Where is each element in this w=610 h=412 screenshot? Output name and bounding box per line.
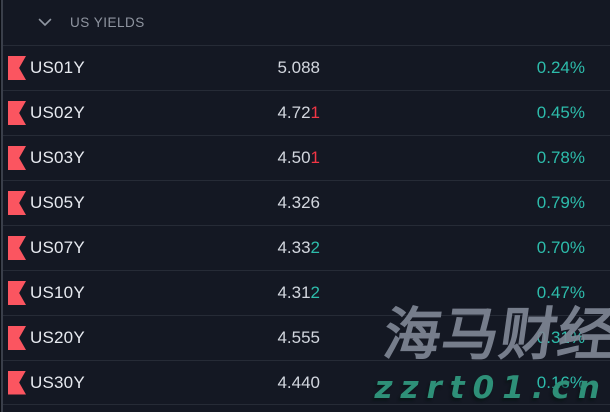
table-row-us05y[interactable]: US05Y 4.326 0.79%	[0, 180, 610, 225]
value-main: 4.555	[277, 328, 320, 347]
flag-icon[interactable]	[8, 370, 26, 395]
symbol-label: US20Y	[30, 328, 85, 347]
yield-value: 4.721	[277, 103, 320, 123]
yield-value: 4.440	[277, 373, 320, 393]
symbol-label: US10Y	[30, 283, 85, 302]
change-percent: 0.78%	[536, 148, 585, 167]
yield-value: 5.088	[277, 58, 320, 78]
value-main: 4.31	[277, 283, 311, 302]
table-row-us30y[interactable]: US30Y 4.440 0.16%	[0, 360, 610, 405]
yield-value: 4.312	[277, 283, 320, 303]
table-row-us07y[interactable]: US07Y 4.332 0.70%	[0, 225, 610, 270]
flag-icon[interactable]	[8, 56, 26, 80]
symbol-label: US03Y	[30, 148, 85, 167]
value-accent-digit: 1	[310, 148, 320, 167]
symbol-label: US05Y	[30, 193, 85, 212]
value-main: 4.440	[277, 372, 320, 392]
change-percent: 0.45%	[536, 103, 585, 122]
table-row-us03y[interactable]: US03Y 4.501 0.78%	[0, 135, 610, 180]
chevron-down-icon[interactable]	[38, 16, 52, 30]
watermark-chinese-text: 海马财经	[379, 302, 610, 368]
watchlist-section-header[interactable]: US YIELDS	[0, 0, 610, 45]
flag-icon[interactable]	[8, 191, 26, 215]
symbol-label: US30Y	[30, 372, 85, 392]
table-row-us01y[interactable]: US01Y 5.088 0.24%	[0, 45, 610, 90]
value-accent-digit: 1	[310, 103, 320, 122]
change-percent: 0.31%	[536, 328, 585, 347]
symbol-label: US01Y	[30, 58, 85, 77]
flag-icon[interactable]	[8, 146, 26, 170]
section-title: US YIELDS	[70, 15, 145, 30]
symbol-label: US07Y	[30, 238, 85, 257]
symbol-label: US02Y	[30, 103, 85, 122]
flag-icon[interactable]	[8, 236, 26, 260]
change-percent: 0.24%	[536, 58, 585, 77]
value-main: 4.72	[277, 103, 311, 122]
change-percent: 0.79%	[536, 193, 585, 212]
value-accent-digit: 2	[310, 283, 320, 302]
value-main: 4.326	[277, 193, 320, 212]
change-percent: 0.16%	[536, 372, 585, 392]
panel-resize-handle[interactable]	[1, 0, 3, 412]
change-percent: 0.70%	[536, 238, 585, 257]
change-percent: 0.47%	[536, 283, 585, 302]
flag-icon[interactable]	[8, 326, 26, 350]
value-main: 4.50	[277, 148, 311, 167]
yield-value: 4.326	[277, 193, 320, 213]
watermark-site-text: zzrt01.cn	[374, 370, 608, 406]
flag-icon[interactable]	[8, 281, 26, 305]
yield-value: 4.555	[277, 328, 320, 348]
panel-left-edge	[0, 0, 1, 412]
table-row-us20y[interactable]: US20Y 4.555 0.31%	[0, 315, 610, 360]
value-main: 4.33	[277, 238, 311, 257]
table-row-us10y[interactable]: US10Y 4.312 0.47%	[0, 270, 610, 315]
table-row-us02y[interactable]: US02Y 4.721 0.45%	[0, 90, 610, 135]
value-main: 5.088	[277, 58, 320, 77]
value-accent-digit: 2	[310, 238, 320, 257]
flag-icon[interactable]	[8, 101, 26, 125]
yield-value: 4.501	[277, 148, 320, 168]
yield-value: 4.332	[277, 238, 320, 258]
